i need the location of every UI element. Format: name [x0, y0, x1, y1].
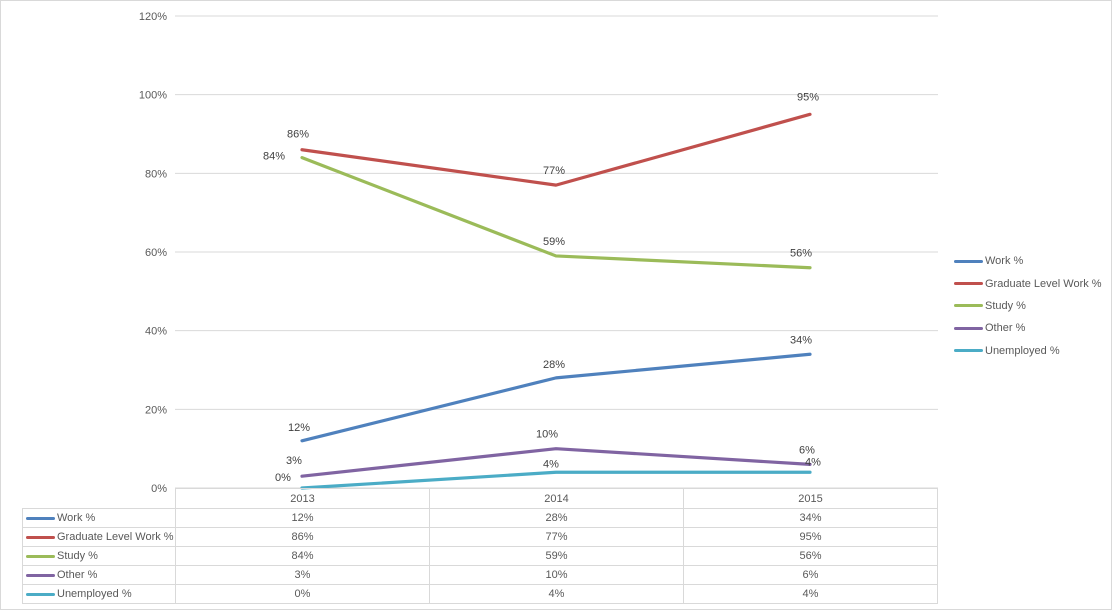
legend-item: Graduate Level Work % [954, 272, 1102, 294]
legend-label: Unemployed % [985, 344, 1060, 357]
data-label: 95% [797, 91, 819, 103]
series-swatch-icon [26, 573, 55, 577]
legend: Work % Graduate Level Work % Study % Other … [954, 250, 1102, 362]
series-swatch-icon [26, 554, 55, 558]
value-cell: 77% [429, 527, 684, 547]
value-cell: 34% [683, 508, 938, 528]
value-cell: 95% [683, 527, 938, 547]
value-cell: 10% [429, 565, 684, 585]
value-cell: 28% [429, 508, 684, 528]
y-axis-label: 80% [145, 168, 167, 180]
series-label-cell: Work % [22, 508, 176, 528]
y-axis-label: 100% [139, 90, 167, 102]
series-name: Graduate Level Work % [57, 531, 174, 543]
table-row: Graduate Level Work % 86% 77% 95% [22, 527, 938, 547]
series-swatch-icon [26, 592, 55, 596]
table-row: Study % 84% 59% 56% [22, 546, 938, 566]
series-label-cell: Study % [22, 546, 176, 566]
value-cell: 56% [683, 546, 938, 566]
legend-item: Other % [954, 317, 1102, 339]
series-name: Unemployed % [57, 588, 132, 600]
data-label: 59% [543, 236, 565, 248]
legend-item: Study % [954, 295, 1102, 317]
series-name: Study % [57, 550, 98, 562]
legend-label: Study % [985, 299, 1026, 312]
value-cell: 59% [429, 546, 684, 566]
value-cell: 84% [175, 546, 430, 566]
data-label: 12% [288, 422, 310, 434]
value-cell: 86% [175, 527, 430, 547]
legend-label: Other % [985, 322, 1026, 335]
series-name: Other % [57, 569, 98, 581]
value-cell: 6% [683, 565, 938, 585]
data-label: 6% [799, 444, 815, 456]
y-axis-label: 40% [145, 326, 167, 338]
series-label-cell: Unemployed % [22, 584, 176, 604]
data-label: 86% [287, 129, 309, 141]
y-axis-label: 0% [151, 483, 167, 495]
series-line-5 [300, 470, 812, 490]
legend-swatch-icon [954, 259, 983, 263]
data-label: 0% [275, 472, 291, 484]
value-cell: 4% [429, 584, 684, 604]
legend-swatch-icon [954, 326, 983, 330]
series-line-2 [300, 112, 812, 187]
value-cell: 3% [175, 565, 430, 585]
legend-item: Work % [954, 250, 1102, 272]
x-axis-label: 2013 [175, 488, 430, 509]
x-axis-label: 2014 [429, 488, 684, 509]
legend-swatch-icon [954, 282, 983, 286]
x-axis-label: 2015 [683, 488, 938, 509]
series-name: Work % [57, 512, 96, 524]
series-label-cell: Graduate Level Work % [22, 527, 176, 547]
series-line-3 [300, 156, 812, 270]
series-swatch-icon [26, 535, 55, 539]
data-label: 10% [536, 429, 558, 441]
series-line-4 [300, 447, 812, 478]
value-cell: 0% [175, 584, 430, 604]
table-corner [23, 489, 176, 509]
data-label: 4% [805, 456, 821, 468]
data-label: 28% [543, 359, 565, 371]
legend-swatch-icon [954, 349, 983, 353]
series-label-cell: Other % [22, 565, 176, 585]
table-row: Other % 3% 10% 6% [22, 565, 938, 585]
legend-label: Work % [985, 255, 1024, 268]
table-row: Work % 12% 28% 34% [22, 508, 938, 528]
value-cell: 4% [683, 584, 938, 604]
data-label: 34% [790, 334, 812, 346]
data-label: 4% [543, 458, 559, 470]
legend-item: Unemployed % [954, 340, 1102, 362]
table-row: Unemployed % 0% 4% 4% [22, 584, 938, 604]
data-label: 84% [263, 151, 285, 163]
legend-label: Graduate Level Work % [985, 277, 1102, 290]
y-axis-label: 20% [145, 404, 167, 416]
y-axis-label: 60% [145, 247, 167, 259]
series-line-1 [300, 352, 812, 443]
data-label: 77% [543, 165, 565, 177]
series-swatch-icon [26, 516, 55, 520]
data-label: 3% [286, 455, 302, 467]
data-table: 2013 2014 2015 Work % 12% 28% 34% Graduate Leve… [22, 488, 938, 604]
value-cell: 12% [175, 508, 430, 528]
data-label: 56% [790, 248, 812, 260]
y-axis-label: 120% [139, 11, 167, 23]
legend-swatch-icon [954, 304, 983, 308]
